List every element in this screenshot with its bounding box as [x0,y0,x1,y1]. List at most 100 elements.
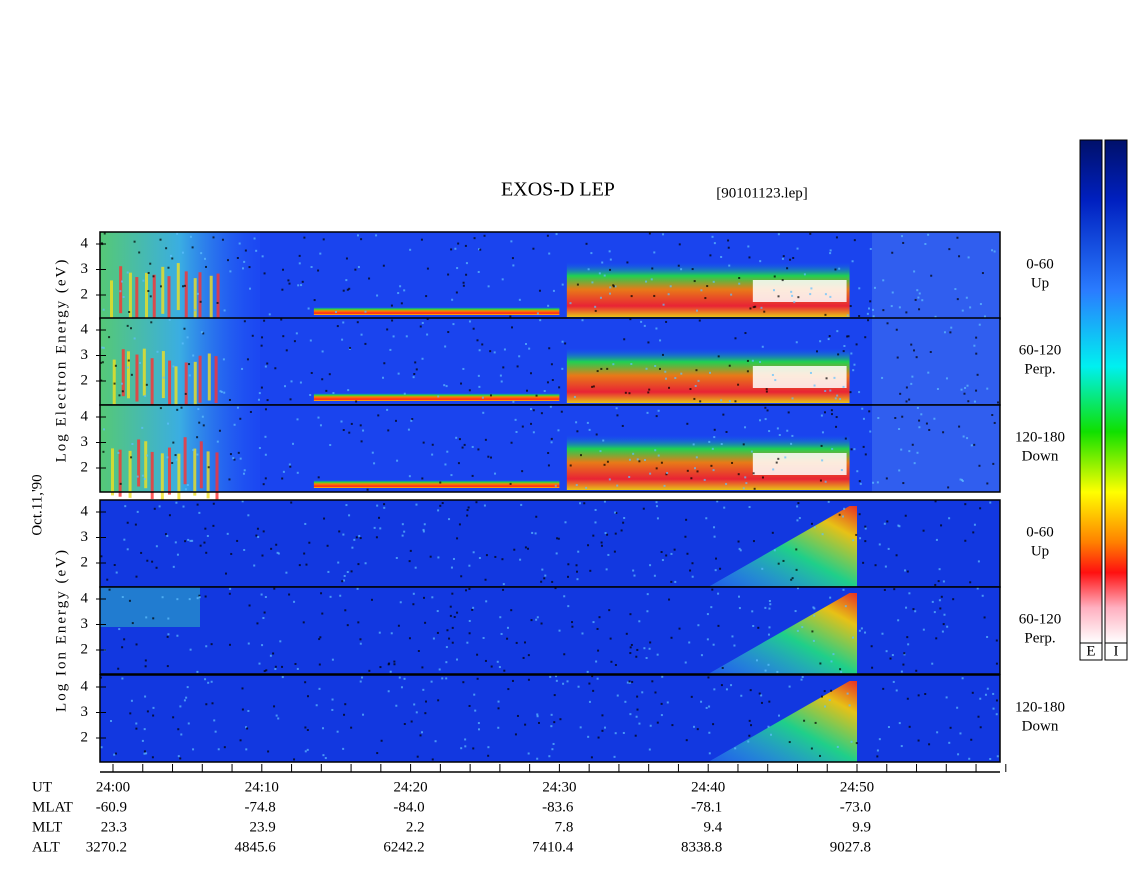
noise [916,289,919,292]
noise [422,530,425,533]
noise [551,748,554,751]
noise [230,552,233,555]
noise [196,670,199,673]
noise [579,726,582,729]
noise [555,679,558,682]
noise [544,574,547,577]
noise [836,394,839,397]
noise [246,727,249,730]
noise [957,753,960,756]
noise [345,257,348,260]
noise [193,309,196,312]
noise [394,419,397,422]
pitch-direction: Up [1031,275,1049,291]
noise [241,267,244,270]
noise [646,411,649,414]
noise [943,331,946,334]
noise [229,453,232,456]
noise [126,324,129,327]
noise [922,529,925,532]
noise [543,577,546,580]
noise [674,580,677,583]
noise [795,341,798,344]
noise [798,517,801,520]
noise [979,507,982,510]
noise [629,318,632,321]
noise [820,695,823,698]
noise [995,662,998,665]
noise [499,374,502,377]
noise [858,315,861,318]
noise [238,242,241,245]
noise [948,741,951,744]
noise [458,438,461,441]
noise [742,487,745,490]
noise [869,247,872,250]
noise [518,298,521,301]
noise [207,681,210,684]
noise [960,478,963,481]
noise [585,242,588,245]
noise [830,409,833,412]
noise [438,668,441,671]
noise [695,309,698,312]
noise [264,453,267,456]
colorbar [1079,139,1103,644]
noise [426,267,429,270]
noise [908,725,911,728]
noise [850,448,853,451]
noise [839,398,842,401]
noise [389,348,392,351]
noise [135,643,138,646]
noise [916,451,919,454]
noise [468,320,471,323]
noise [468,632,471,635]
early-ion [100,587,200,627]
noise [261,336,264,339]
noise [991,249,994,252]
noise [201,415,204,418]
panel-frame [99,404,1001,493]
noise [975,336,978,339]
noise [725,688,728,691]
noise [177,755,180,758]
noise [198,511,201,514]
noise [248,266,251,269]
noise [200,331,203,334]
noise [152,714,155,717]
noise [267,750,270,753]
noise [591,675,594,678]
noise [855,533,858,536]
noise [608,478,611,481]
noise [127,366,130,369]
noise [359,424,362,427]
noise [760,694,763,697]
noise [899,392,902,395]
noise [707,676,710,679]
noise [892,680,895,683]
noise [263,272,266,275]
noise [764,418,767,421]
noise [846,692,849,695]
noise [329,595,332,598]
noise [657,409,660,412]
noise [900,745,903,748]
noise [649,724,652,727]
noise [514,733,517,736]
noise [243,548,246,551]
noise [288,282,291,285]
noise [797,296,800,299]
noise [660,461,663,464]
noise [945,377,948,380]
noise [441,677,444,680]
noise [548,252,551,255]
noise [540,580,543,583]
noise [705,517,708,520]
noise [796,505,799,508]
noise [773,275,776,278]
noise [236,406,239,409]
noise [855,343,858,346]
noise [728,400,731,403]
table-cell: -74.8 [245,799,276,815]
noise [971,691,974,694]
